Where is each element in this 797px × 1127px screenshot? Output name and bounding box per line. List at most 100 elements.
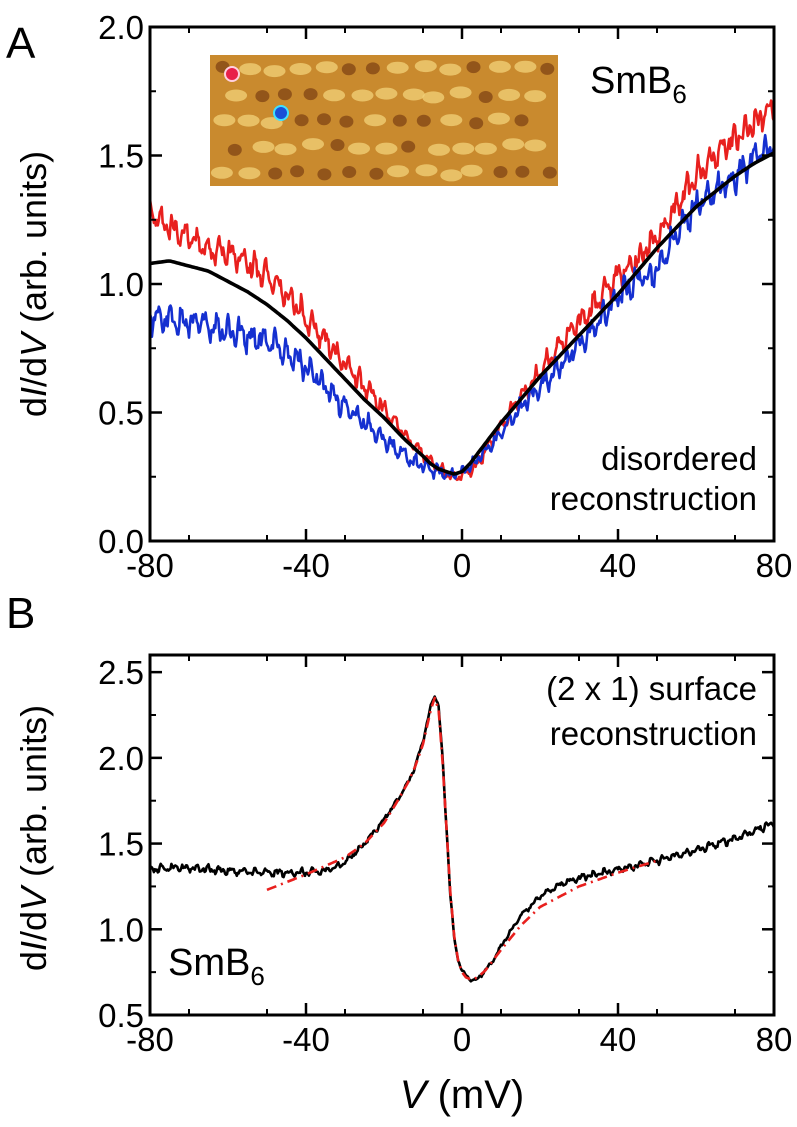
inset-atom-blob xyxy=(317,168,332,181)
panel-a-material-label: SmB6 xyxy=(590,60,687,109)
inset-atom-blob xyxy=(290,165,305,178)
panel-a-series-red-spectrum xyxy=(150,99,774,482)
inset-atom-blob xyxy=(415,164,438,177)
panel-a-y-tick-label: 0.5 xyxy=(98,395,144,432)
inset-atom-blob xyxy=(277,88,292,101)
inset-atom-blob xyxy=(330,139,345,151)
inset-atom-blob xyxy=(341,63,356,76)
panel-b-series-group xyxy=(150,695,774,983)
panel-a-x-tick-label: -40 xyxy=(282,547,330,584)
inset-atom-blob xyxy=(515,165,530,178)
inset-atom-blob xyxy=(402,88,425,101)
inset-atom-blob xyxy=(238,167,261,180)
panel-a-y-tick-label: 1.0 xyxy=(98,266,144,303)
inset-atom-blob xyxy=(274,143,297,156)
inset-atom-blob xyxy=(440,114,463,127)
inset-atom-blob xyxy=(317,113,331,126)
inset-atom-blob xyxy=(369,167,384,180)
inset-atom-blob xyxy=(474,142,497,155)
inset-atom-blob xyxy=(498,88,521,101)
panel-a-annotation-line2: reconstruction xyxy=(550,480,757,517)
inset-atom-blob xyxy=(452,142,475,155)
inset-atom-blob xyxy=(414,60,437,73)
panel-a-frame xyxy=(148,25,776,543)
inset-atom-blob xyxy=(375,142,398,155)
panel-b-y-tick-label: 2.0 xyxy=(98,740,144,777)
inset-atom-blob xyxy=(386,61,409,74)
panel-a-annotation-line1: disordered xyxy=(601,440,757,477)
panel-a-x-tick-label: 40 xyxy=(600,547,637,584)
panel-a-x-tick-label: 0 xyxy=(453,547,471,584)
panel-b-material-label: SmB6 xyxy=(168,942,265,991)
inset-atom-blob xyxy=(440,169,463,182)
inset-atom-blob xyxy=(252,140,275,153)
inset-atom-blob xyxy=(387,165,409,178)
stm-inset-image xyxy=(210,55,558,186)
inset-atom-blob xyxy=(239,63,262,76)
panel-a-letter: A xyxy=(6,19,36,68)
inset-atom-blob xyxy=(460,164,483,177)
inset-atom-blob xyxy=(210,166,233,179)
panel-a-series-blue-spectrum xyxy=(150,133,774,480)
inset-atom-blob xyxy=(260,117,283,130)
inset-atom-blob xyxy=(342,166,357,178)
inset-atom-blob xyxy=(502,138,525,151)
panel-b-x-tick-label: -40 xyxy=(282,1021,330,1058)
inset-atom-blob xyxy=(225,89,248,102)
inset-atom-blob xyxy=(351,89,374,102)
inset-atom-blob xyxy=(255,90,270,103)
panel-b-frame xyxy=(148,653,776,1017)
inset-atom-blob xyxy=(237,114,260,127)
inset-texture xyxy=(210,60,557,182)
inset-atom-blob xyxy=(449,86,472,99)
panel-b-x-tick-label: 40 xyxy=(600,1021,637,1058)
inset-atom-blob xyxy=(213,114,236,127)
panel-b-letter: B xyxy=(6,589,35,638)
inset-atom-blob xyxy=(364,114,387,127)
inset-atom-blob xyxy=(339,115,354,128)
inset-atom-blob xyxy=(493,166,508,178)
panel-a-y-tick-label: 0.0 xyxy=(98,523,144,560)
panel-a-series-average-spectrum xyxy=(150,151,774,476)
panel-b-x-tick-label: 80 xyxy=(756,1021,793,1058)
inset-atom-blob xyxy=(302,138,324,151)
panel-b: B (2 x 1) surface reconstruction SmB6 -8… xyxy=(6,589,792,1117)
inset-atom-blob xyxy=(478,91,493,103)
panel-a: A SmB6 disordered reconstruction -80 -40 0… xyxy=(6,9,792,584)
panel-b-x-tick-label: -80 xyxy=(126,1021,174,1058)
panel-b-series-fano-fit xyxy=(266,696,658,981)
inset-atom-blob xyxy=(294,114,309,127)
inset-atom-blob xyxy=(542,166,557,179)
inset-atom-blob xyxy=(524,90,547,103)
panel-b-y-tick-label: 2.5 xyxy=(98,654,144,691)
panel-b-x-tick-label: 0 xyxy=(453,1021,471,1058)
inset-atom-blob xyxy=(289,63,312,75)
panel-b-ticks: -80 -40 0 40 80 0.5 1.0 1.5 2.0 2.5 xyxy=(98,654,792,1058)
inset-atom-blob xyxy=(416,114,431,127)
inset-atom-blob xyxy=(488,60,511,73)
panel-a-series-group xyxy=(150,99,774,482)
red-spot-marker xyxy=(224,66,240,82)
inset-atom-blob xyxy=(514,114,529,127)
panel-a-x-tick-label: -80 xyxy=(126,547,174,584)
inset-atom-blob xyxy=(422,91,445,104)
inset-atom-blob xyxy=(375,87,398,100)
inset-atom-blob xyxy=(392,114,407,127)
inset-atom-blob xyxy=(469,117,484,130)
inset-atom-blob xyxy=(263,65,286,78)
inset-atom-blob xyxy=(303,88,318,101)
inset-atom-blob xyxy=(514,60,537,73)
inset-atom-blob xyxy=(365,62,380,75)
inset-atom-blob xyxy=(323,89,346,102)
panel-b-series-measured-spectrum xyxy=(150,695,774,983)
inset-atom-blob xyxy=(439,63,462,76)
inset-atom-blob xyxy=(524,139,547,152)
panel-a-x-tick-label: 80 xyxy=(756,547,793,584)
panel-a-y-tick-label: 1.5 xyxy=(98,138,144,175)
inset-atom-blob xyxy=(540,62,555,75)
panel-b-x-axis-label: V (mV) xyxy=(400,1073,524,1117)
panel-b-y-tick-label: 0.5 xyxy=(98,997,144,1034)
panel-b-y-tick-label: 1.0 xyxy=(98,911,144,948)
inset-atom-blob xyxy=(401,140,416,153)
